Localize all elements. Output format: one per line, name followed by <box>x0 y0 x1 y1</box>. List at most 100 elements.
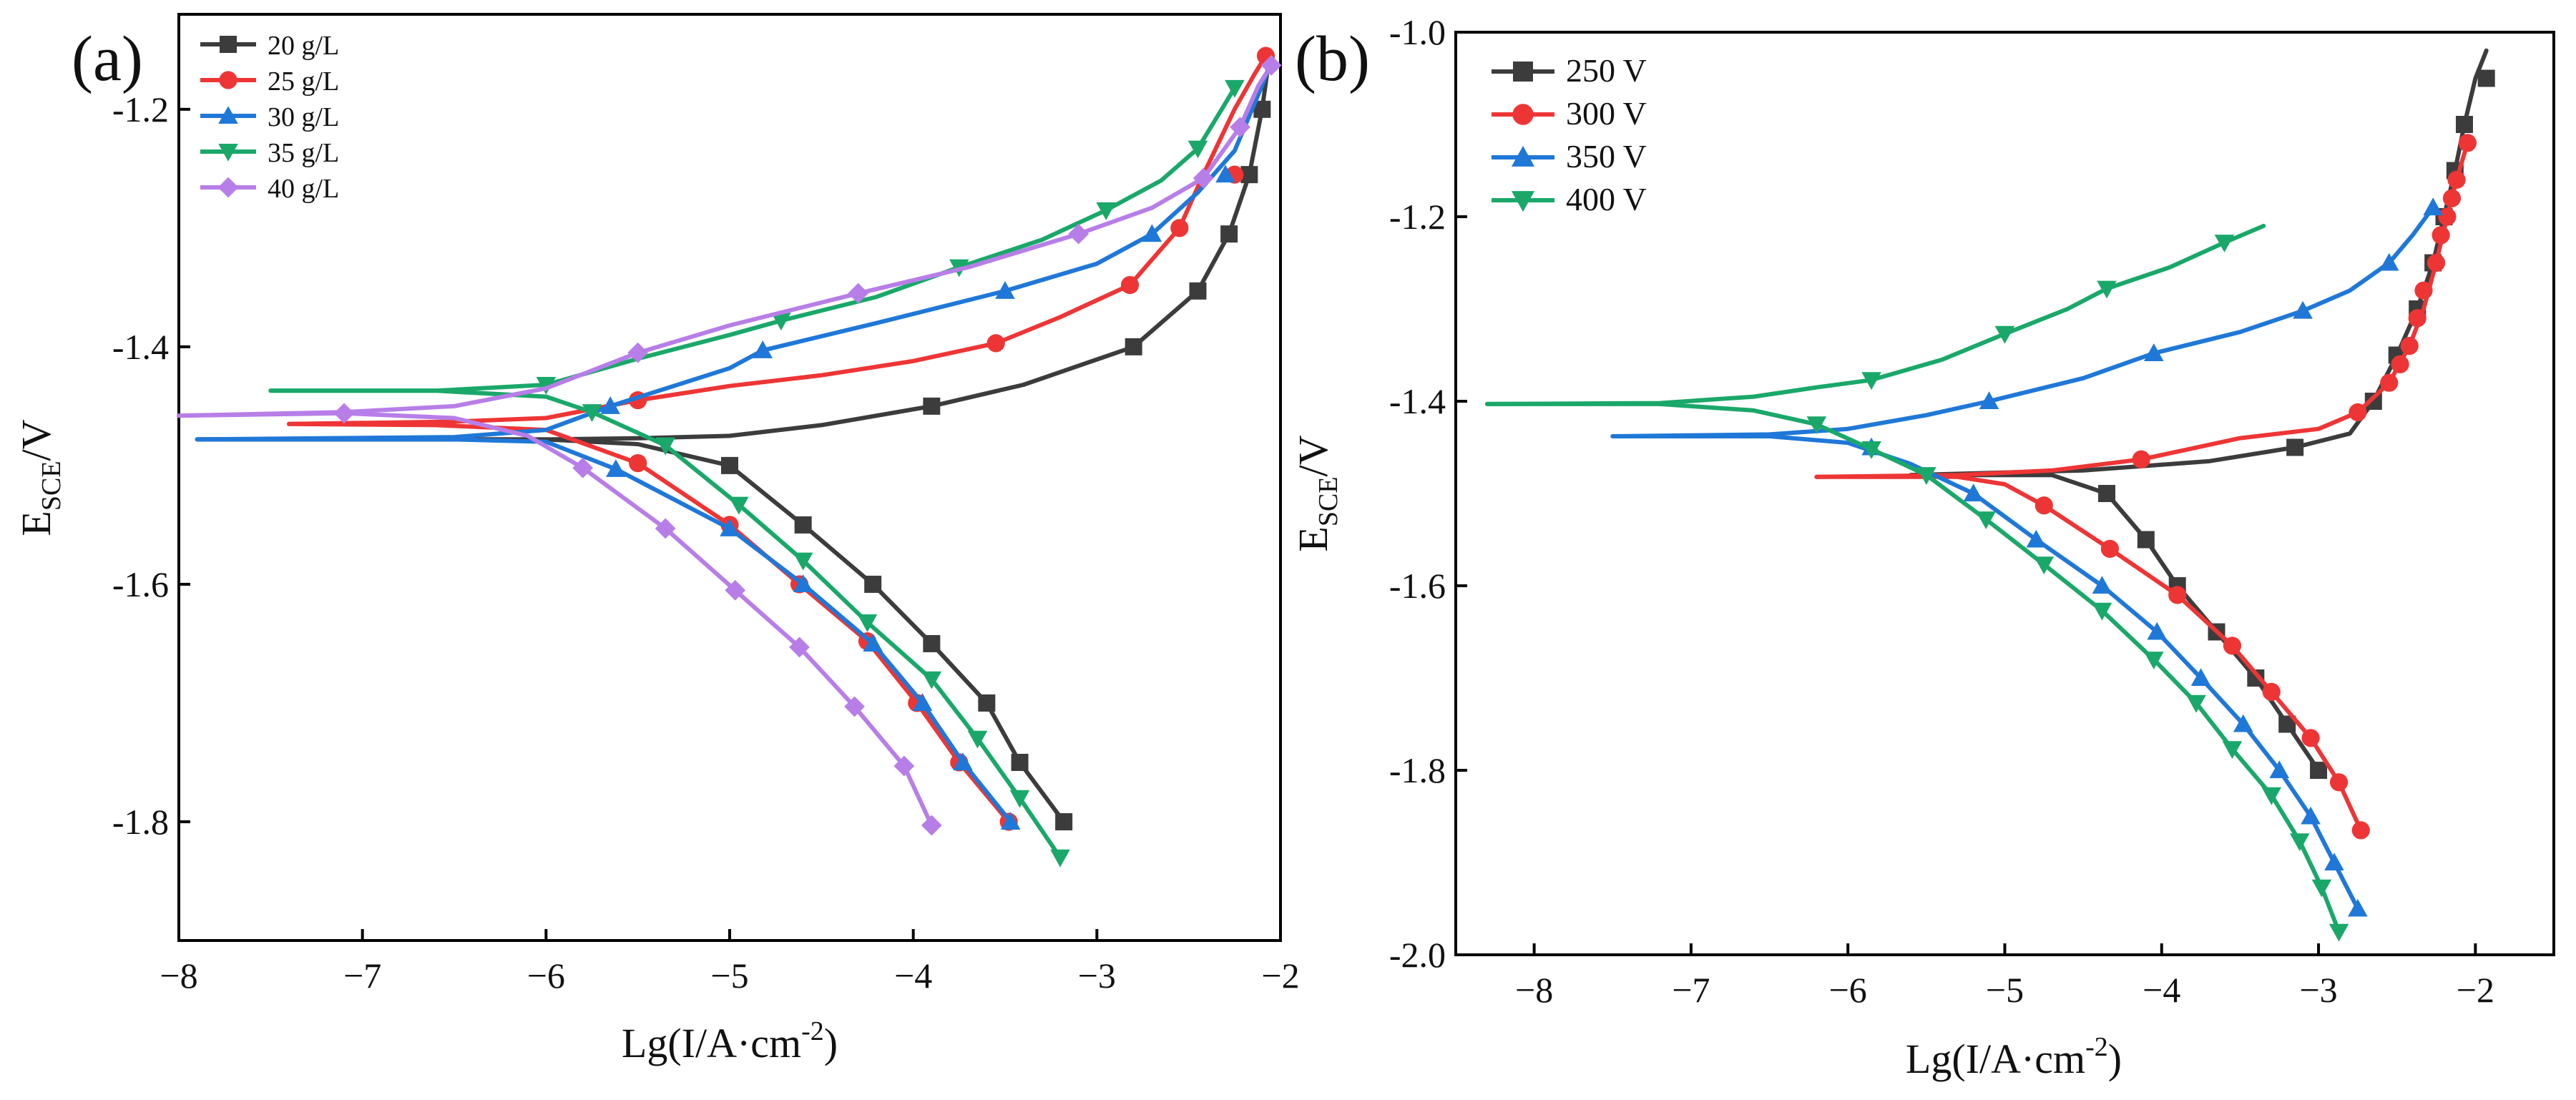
panel-a-series-2-point <box>1142 224 1162 242</box>
panel-b-x-tick-label: −5 <box>1986 970 2024 1010</box>
panel-b-series-2-point <box>2092 576 2112 594</box>
panel-b-x-tick-label: −3 <box>2299 970 2337 1010</box>
panel-b-series-2-point <box>2348 898 2368 917</box>
panel-b-y-tick-label: -1.2 <box>1389 197 1446 237</box>
panel-b-series-3-point <box>2186 694 2206 713</box>
panel-a-series-4-point <box>1192 167 1214 189</box>
panel-a-series-1-point <box>1170 219 1189 237</box>
panel-a-legend: 20 g/L 25 g/L 30 g/L 35 g/L 40 g/L <box>200 31 339 204</box>
panel-a-series-3-cathodic-line <box>268 388 1062 860</box>
panel-a-series-0-point <box>864 575 882 593</box>
panel-b-series-2-point <box>2233 714 2253 732</box>
panel-b-series-3-point <box>1916 467 1936 485</box>
panel-a-x-tick-label: −3 <box>1078 956 1116 996</box>
panel-a-series-4-point <box>725 579 746 601</box>
panel-a-series-3-point <box>1096 202 1116 220</box>
panel-a-series-3-point <box>1187 140 1208 159</box>
panel-a-curves <box>177 46 1282 868</box>
panel-a-series-2-cathodic-line <box>195 437 1013 824</box>
panel-a-series-1-point <box>1120 275 1140 295</box>
panel-b-series-1-point <box>2168 586 2187 604</box>
panel-a-series-2-point <box>953 752 973 771</box>
panel-a-series-0-point <box>923 397 941 415</box>
panel-b-curves <box>1484 48 2495 942</box>
panel-a-series-0-point <box>721 456 738 474</box>
panel-a-x-tick-label: −7 <box>343 956 381 996</box>
panel-a-series-2-point <box>912 693 933 711</box>
panel-b-series-3-cathodic-line <box>1484 401 2341 934</box>
panel-b-series-2-point <box>2423 197 2443 216</box>
panel-a-series-4-point <box>333 403 355 424</box>
panel-a-x-tick-label: −8 <box>160 956 197 996</box>
panel-b-series-1-point <box>2132 450 2150 468</box>
panel-a-series-3-point <box>793 552 813 571</box>
panel-b-legend-marker-1 <box>1512 104 1534 125</box>
panel-a-series-3-point <box>582 404 602 422</box>
panel-a-series-0-point <box>1125 338 1142 355</box>
panel-b-series-2-point <box>2301 806 2321 825</box>
panel-b-series-1-point <box>2034 496 2053 515</box>
panel-b-legend-marker-2 <box>1511 145 1535 167</box>
panel-a-series-2-point <box>995 281 1015 299</box>
panel-a-letter: (a) <box>72 24 143 94</box>
panel-b-series-3-anodic-line <box>1484 223 2266 406</box>
panel-b-series-1-point <box>2431 226 2450 245</box>
panel-a-series-0-point <box>978 694 996 712</box>
panel-b-series-2-point <box>2324 853 2344 871</box>
panel-b-ticks: −8 −7 −6 −5 −4 −3 −2 -1.0 -1.2 -1.4 -1.6 -1.8 -2.0 <box>1389 12 2494 1010</box>
panel-a-x-axis-title-close: ) <box>824 1020 838 1066</box>
panel-b-y-tick-label: -1.4 <box>1389 381 1446 421</box>
panel-a-chart: (a) −8 −7 −6 −5 −4 −3 −2 -1.2 -1.4 -1.6 -1.8 20 g/… <box>13 13 1300 1066</box>
panel-a-series-0-anodic-line <box>195 54 1272 442</box>
panel-a-series-3-point <box>1009 790 1030 808</box>
panel-a-series-3-point <box>1225 79 1245 98</box>
panel-b-x-axis-title-close: ) <box>2108 1036 2122 1082</box>
panel-b-x-tick-label: −2 <box>2457 970 2494 1010</box>
panel-b-x-axis-title-sup: -2 <box>2085 1032 2108 1062</box>
panel-a-series-2-point <box>1215 164 1235 183</box>
panel-b-series-2-point <box>2379 252 2399 271</box>
panel-b-y-axis-title-unit: /V <box>1290 435 1336 476</box>
panel-a-y-axis-title: ESCE/V <box>13 419 67 536</box>
panel-b-y-axis-title-sub: SCE <box>1313 476 1343 526</box>
panel-a-series-0-point <box>794 516 812 534</box>
panel-b-series-3-point <box>2261 787 2282 805</box>
panel-b-series-2-point <box>1963 483 1984 502</box>
panel-b-series-2-point <box>2147 622 2168 640</box>
panel-b-series-1-point <box>2438 207 2457 226</box>
panel-a-legend-label-1: 25 g/L <box>268 67 339 97</box>
panel-b-y-tick-label: -1.6 <box>1389 566 1446 606</box>
panel-b-series-1-point <box>2301 729 2320 747</box>
panel-a-ticks: −8 −7 −6 −5 −4 −3 −2 -1.2 -1.4 -1.6 -1.8 <box>112 89 1300 996</box>
panel-b-series-1-point <box>2442 189 2462 207</box>
panel-b-series-2-point <box>1979 391 1999 410</box>
panel-b-series-1-point <box>2414 281 2433 300</box>
panel-a-series-2-point <box>863 634 883 652</box>
panel-a-series-4-point <box>1230 117 1250 138</box>
panel-b-series-0-point <box>2477 69 2495 87</box>
panel-b-series-0-point <box>2456 116 2474 133</box>
panel-b-series-1-point <box>2262 682 2281 701</box>
panel-a-legend-marker-0 <box>220 36 237 53</box>
panel-a-legend-label-4: 40 g/L <box>268 174 339 204</box>
panel-b-series-2-cathodic-line <box>1610 434 2360 911</box>
panel-a-x-axis-title-main: Lg(I/A·cm <box>622 1020 801 1066</box>
panel-b-series-1-point <box>2447 170 2466 189</box>
panel-a-y-axis-title-main: E <box>13 511 59 536</box>
panel-b-series-3-point <box>1861 372 1881 391</box>
panel-b-x-tick-label: −8 <box>1515 970 1553 1010</box>
panel-a-series-3-point <box>967 730 988 749</box>
panel-b-series-2-point <box>2269 760 2290 779</box>
panel-b-series-3-point <box>2144 652 2164 669</box>
panel-a-series-3-point <box>771 313 791 331</box>
panel-b-series-1-point <box>2391 355 2409 373</box>
panel-a-x-axis-title: Lg(I/A·cm-2) <box>622 1016 838 1066</box>
panel-b-y-tick-label: -1.8 <box>1389 750 1446 790</box>
panel-a-series-0-point <box>923 634 941 652</box>
panel-b-series-3-point <box>2289 833 2310 852</box>
panel-a-series-3-point <box>729 496 749 515</box>
panel-a-x-tick-label: −6 <box>527 956 565 996</box>
panel-a-series-2-point <box>600 396 620 414</box>
